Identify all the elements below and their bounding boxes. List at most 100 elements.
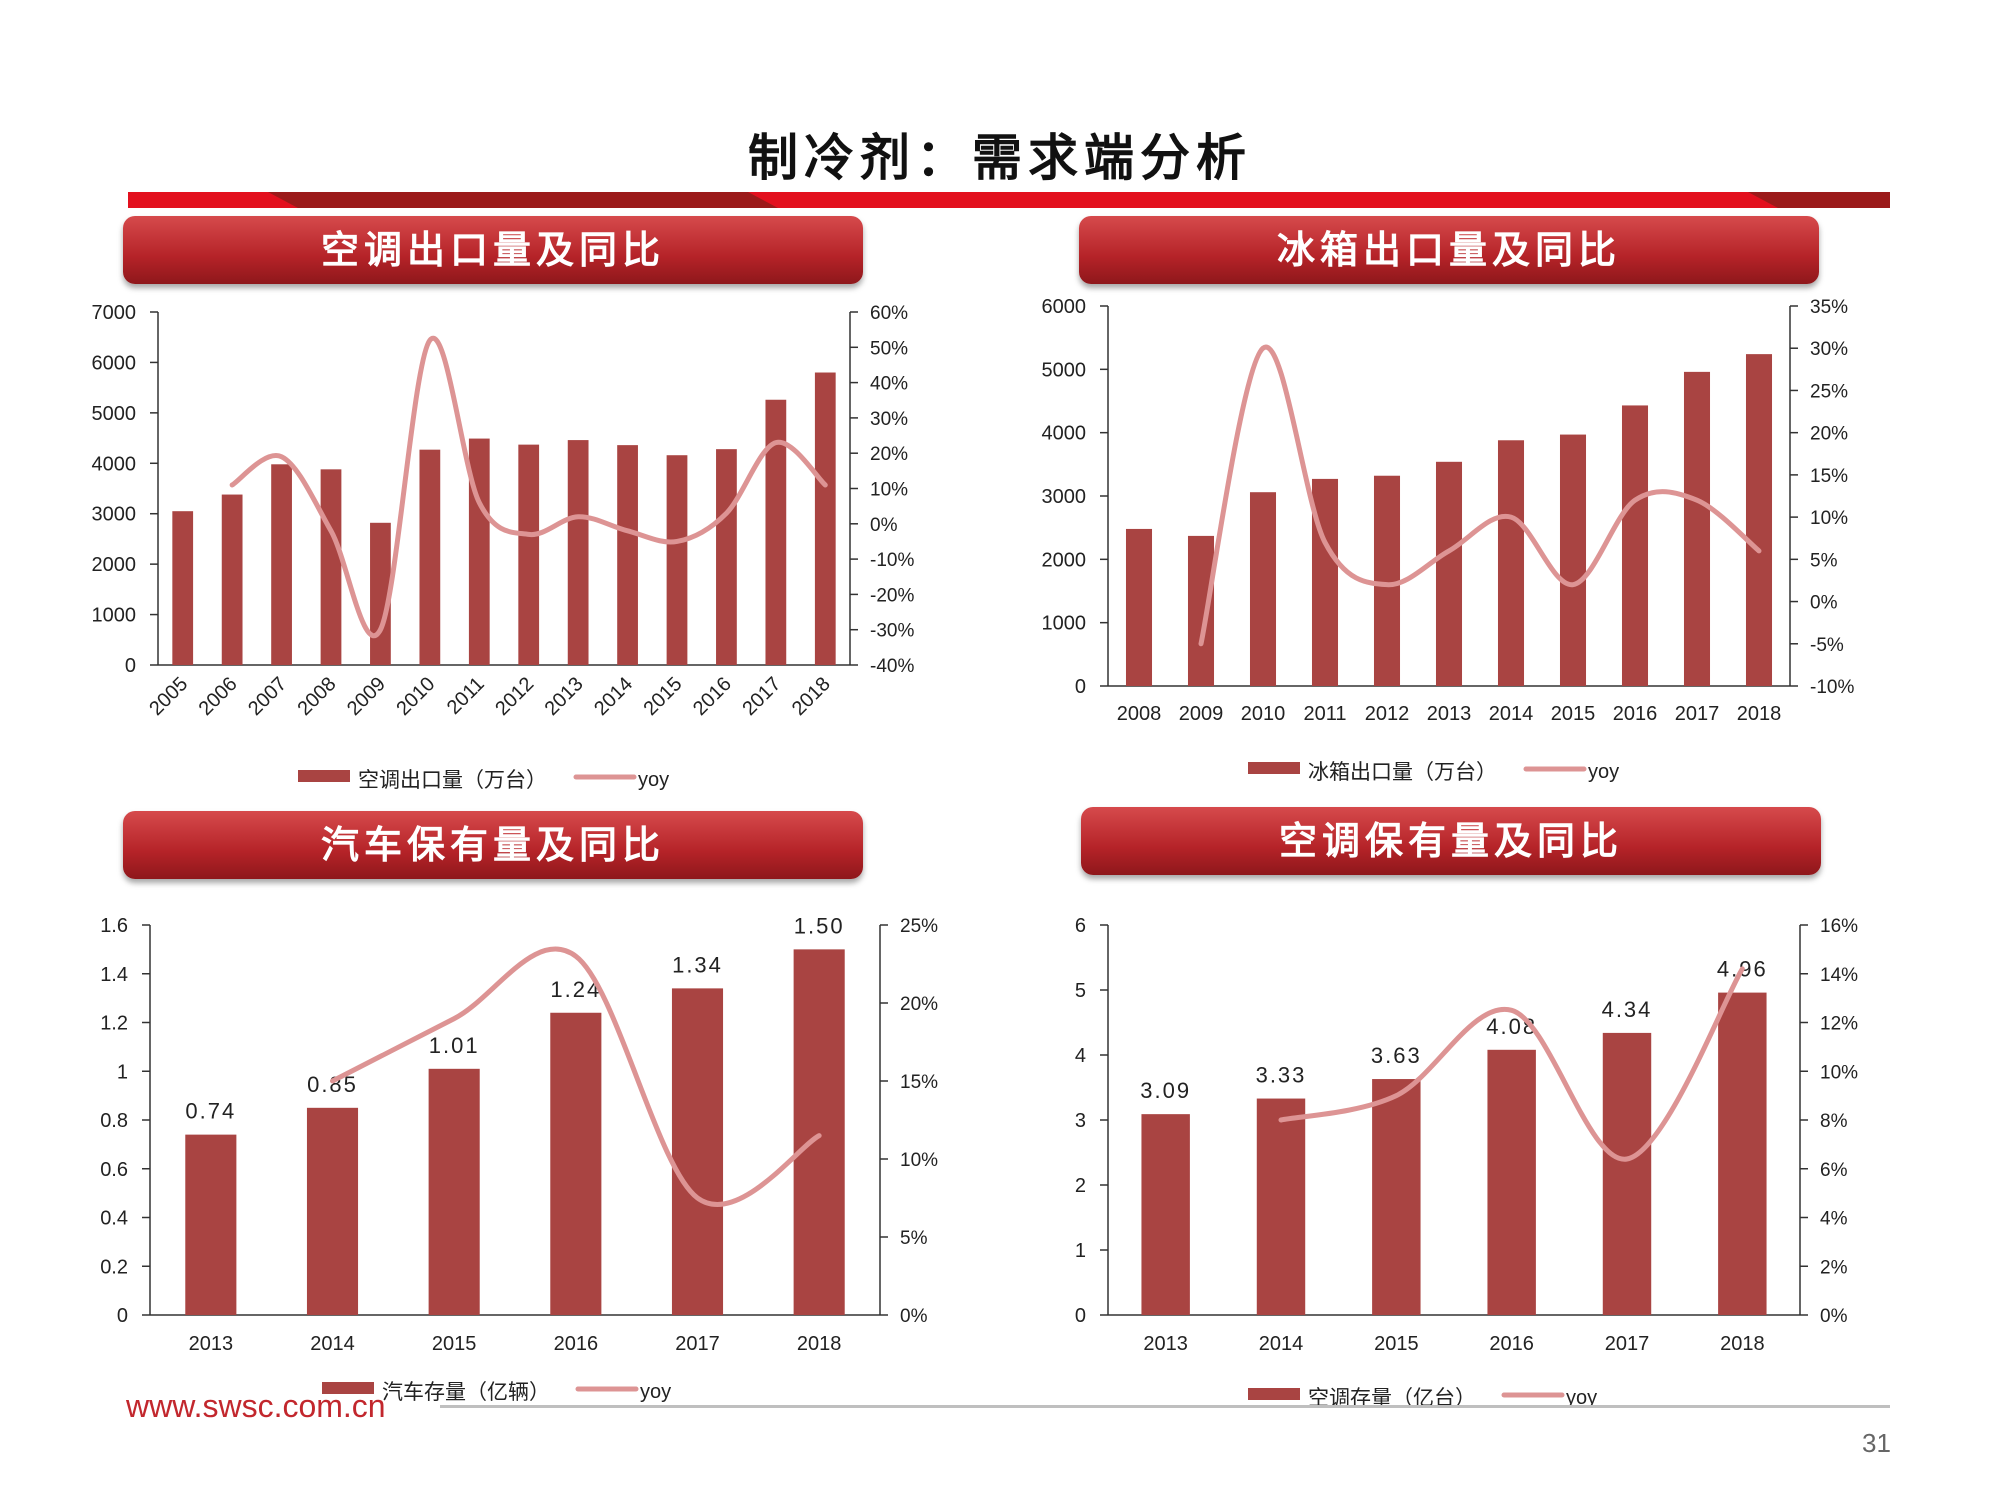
y-tick-label-right: 0% — [1820, 1306, 1848, 1327]
y-tick-label-right: 50% — [870, 338, 908, 359]
x-tick-label: 2011 — [443, 673, 489, 719]
legend-bar-swatch — [322, 1382, 374, 1394]
bar — [1602, 1032, 1652, 1315]
bar — [550, 1012, 602, 1315]
panel-header-fridge-export: 冰箱出口量及同比 — [1079, 216, 1819, 284]
footer-divider — [440, 1405, 1890, 1408]
bar — [716, 449, 737, 665]
x-tick-label: 2014 — [1259, 1333, 1304, 1355]
bar — [185, 1134, 237, 1315]
x-tick-label: 2015 — [640, 673, 687, 720]
y-tick-label-right: 16% — [1820, 916, 1858, 937]
y-tick-label-left: 3 — [1075, 1110, 1086, 1132]
x-tick-label: 2012 — [1365, 703, 1410, 725]
x-tick-label: 2018 — [1720, 1333, 1765, 1355]
x-tick-label: 2015 — [1374, 1333, 1419, 1355]
y-tick-label-left: 3000 — [92, 504, 137, 526]
bar-data-label: 1.50 — [794, 913, 845, 938]
bar — [1249, 492, 1277, 686]
x-tick-label: 2018 — [797, 1333, 842, 1355]
bar — [666, 455, 688, 665]
legend-line-label: yoy — [1588, 761, 1619, 783]
y-tick-label-left: 1 — [117, 1061, 128, 1083]
y-tick-label-left: 0 — [1075, 1305, 1086, 1327]
y-tick-label-left: 5000 — [1042, 359, 1087, 381]
x-tick-label: 2018 — [788, 673, 835, 720]
y-tick-label-right: 12% — [1820, 1014, 1858, 1035]
y-tick-label-left: 6 — [1075, 915, 1086, 937]
y-tick-label-left: 4 — [1075, 1045, 1086, 1067]
y-tick-label-left: 4000 — [1042, 423, 1087, 445]
y-tick-label-right: 0% — [900, 1306, 928, 1327]
chart-ac-export: 0 1000 2000 3000 4000 5000 6000 7000 -40% -30% -20… — [92, 302, 915, 792]
bar — [617, 445, 638, 665]
bar — [1487, 1049, 1536, 1315]
footer-url[interactable]: www.swsc.com.cn — [126, 1388, 386, 1424]
x-tick-label: 2015 — [432, 1333, 477, 1355]
y-tick-label-right: 35% — [1810, 297, 1848, 318]
y-tick-label-left: 0.6 — [100, 1159, 128, 1181]
bar — [1141, 1114, 1190, 1315]
x-tick-label: 2014 — [310, 1333, 355, 1355]
y-tick-label-left: 1000 — [92, 605, 137, 627]
y-tick-label-right: 4% — [1820, 1209, 1848, 1230]
bar — [172, 511, 194, 665]
y-tick-label-right: 10% — [1820, 1062, 1858, 1083]
legend-bar-label: 冰箱出口量（万台） — [1308, 760, 1497, 784]
y-tick-label-left: 6000 — [1042, 296, 1087, 318]
x-tick-label: 2012 — [491, 673, 538, 720]
x-tick-label: 2014 — [1489, 703, 1534, 725]
x-tick-label: 2017 — [675, 1333, 720, 1355]
y-tick-label-right: 25% — [900, 916, 938, 937]
y-tick-label-left: 6000 — [92, 352, 137, 374]
y-tick-label-right: 40% — [870, 374, 908, 395]
bar — [306, 1107, 359, 1315]
y-tick-label-left: 0.2 — [100, 1256, 128, 1278]
bar-data-label: 3.09 — [1140, 1078, 1191, 1103]
yoy-line — [229, 335, 828, 639]
bar — [671, 988, 724, 1315]
bar-data-label: 0.74 — [185, 1099, 236, 1124]
bar — [1373, 475, 1401, 686]
y-tick-label-right: 0% — [1810, 593, 1838, 614]
page-title: 制冷剂：需求端分析 — [748, 128, 1252, 187]
y-tick-label-right: 6% — [1820, 1160, 1848, 1181]
chart-ac-stock: 0 1 2 3 4 5 6 0% 2% 4% 6% 8% 10% 12% 14% 16% 3.09 2013 3.3… — [1075, 915, 1858, 1410]
bar-data-label: 3.33 — [1256, 1063, 1307, 1088]
legend-bar-swatch — [298, 770, 350, 782]
x-tick-label: 2010 — [1241, 703, 1286, 725]
legend-bar-swatch — [1248, 1388, 1300, 1400]
y-tick-label-right: 30% — [870, 409, 908, 430]
bar — [793, 949, 845, 1315]
bar — [814, 372, 836, 665]
x-tick-label: 2010 — [392, 673, 439, 720]
bar — [320, 469, 342, 665]
x-tick-label: 2016 — [1613, 703, 1658, 725]
y-tick-label-right: -40% — [870, 656, 914, 677]
x-tick-label: 2016 — [689, 673, 736, 720]
x-tick-label: 2013 — [189, 1333, 234, 1355]
bar — [1559, 434, 1587, 686]
y-tick-label-right: -5% — [1810, 635, 1844, 656]
y-tick-label-right: 15% — [1810, 466, 1848, 487]
legend-bar-label: 空调出口量（万台） — [358, 768, 547, 792]
bar — [1125, 528, 1153, 686]
panel-header-ac-stock: 空调保有量及同比 — [1081, 807, 1821, 875]
y-tick-label-left: 2000 — [92, 554, 137, 576]
y-tick-label-right: 25% — [1810, 381, 1848, 402]
legend-line-label: yoy — [1566, 1387, 1597, 1409]
y-tick-label-right: 10% — [900, 1150, 938, 1171]
bar — [1683, 371, 1711, 686]
x-tick-label: 2007 — [244, 673, 291, 720]
panel-header-ac-export: 空调出口量及同比 — [123, 216, 863, 284]
y-tick-label-left: 7000 — [92, 302, 137, 324]
bar-data-label: 4.34 — [1602, 997, 1653, 1022]
y-tick-label-right: 30% — [1810, 339, 1848, 360]
x-tick-label: 2008 — [1117, 703, 1162, 725]
x-tick-label: 2013 — [1427, 703, 1472, 725]
bar — [221, 494, 243, 665]
y-tick-label-right: 20% — [900, 994, 938, 1015]
y-tick-label-left: 1.6 — [100, 915, 128, 937]
y-tick-label-right: 60% — [870, 303, 908, 324]
y-tick-label-left: 2 — [1075, 1175, 1086, 1197]
